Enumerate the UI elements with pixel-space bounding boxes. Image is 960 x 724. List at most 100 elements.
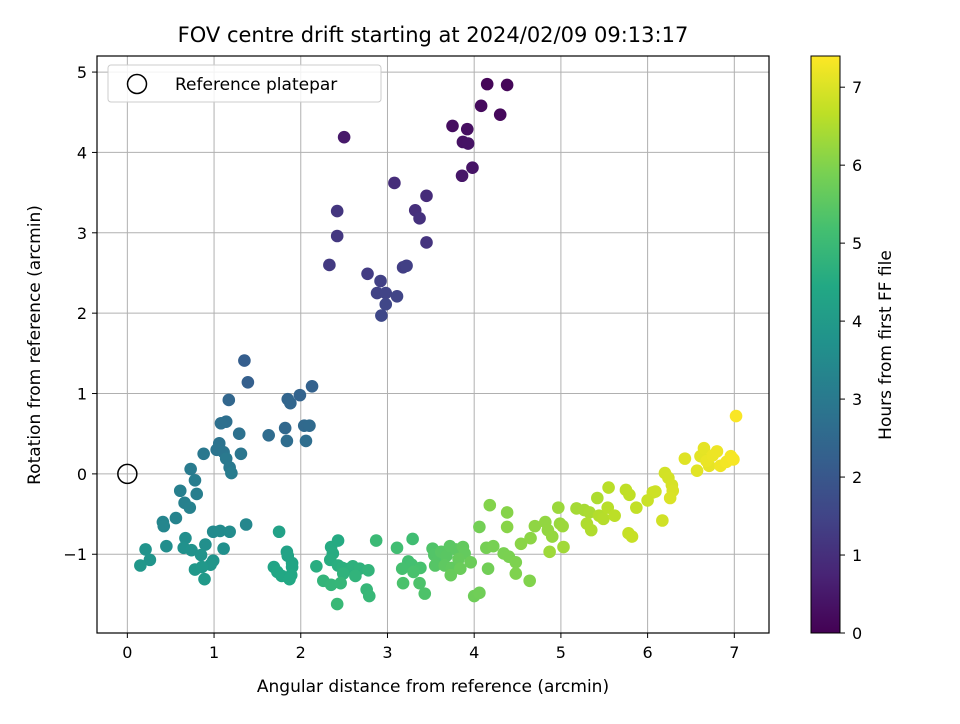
data-point	[195, 560, 209, 574]
data-point	[370, 286, 384, 300]
data-point	[493, 108, 507, 121]
data-point	[324, 578, 338, 592]
data-point	[388, 176, 401, 190]
data-point	[454, 562, 467, 576]
data-point	[583, 506, 596, 519]
data-point	[225, 466, 238, 480]
colorbar-tick-label: 4	[852, 312, 862, 331]
x-tick-label: 0	[122, 643, 132, 662]
data-point	[361, 267, 374, 281]
data-point	[283, 572, 296, 586]
data-point	[608, 509, 621, 522]
data-point	[390, 541, 404, 555]
data-point	[305, 379, 319, 393]
data-point	[369, 534, 383, 547]
data-point	[234, 447, 248, 461]
data-point	[194, 548, 208, 562]
data-point	[509, 567, 523, 580]
data-point	[179, 531, 192, 545]
data-point	[500, 506, 514, 519]
data-point	[374, 274, 387, 288]
data-point	[143, 553, 157, 567]
legend-box	[107, 64, 382, 103]
y-axis-label: Rotation from reference (arcmin)	[25, 205, 45, 485]
data-point	[395, 562, 409, 576]
colorbar-tick-label: 0	[852, 624, 862, 643]
data-point	[514, 537, 528, 551]
data-point	[239, 518, 253, 531]
legend: Reference platepar	[107, 64, 382, 103]
data-point	[337, 130, 351, 144]
y-tick-label: 0	[77, 465, 87, 484]
data-point	[428, 559, 442, 572]
data-point	[198, 572, 211, 586]
data-point	[630, 501, 643, 514]
data-point	[625, 530, 639, 543]
colorbar-ticks: 0 1 2 3 4 5 6 7	[840, 78, 862, 643]
data-point	[217, 542, 230, 555]
data-point	[452, 552, 465, 566]
data-point	[420, 236, 433, 249]
colorbar-tick-label: 3	[852, 390, 862, 409]
data-point	[157, 519, 171, 533]
data-point	[556, 519, 569, 533]
data-point	[474, 99, 488, 113]
data-point	[134, 559, 147, 572]
data-point	[528, 519, 542, 533]
data-point	[623, 488, 636, 502]
y-tick-label: 4	[77, 143, 87, 162]
data-point	[169, 511, 183, 525]
data-point	[486, 539, 500, 553]
y-axis: −1 0 1 2 3 4 5	[63, 63, 97, 564]
data-point	[299, 434, 313, 448]
data-point	[390, 289, 404, 303]
data-point	[280, 434, 294, 448]
data-point	[524, 531, 537, 545]
colorbar-tick-label: 2	[852, 468, 862, 487]
legend-marker-reference	[126, 73, 148, 95]
data-point	[444, 568, 458, 582]
grid-lines	[97, 56, 769, 633]
y-tick-label: 5	[77, 63, 87, 82]
data-point	[481, 562, 495, 576]
data-point	[379, 298, 393, 311]
x-tick-label: 1	[209, 643, 219, 662]
data-point	[330, 597, 344, 611]
legend-entry-reference: Reference platepar	[175, 75, 337, 95]
data-point	[213, 524, 227, 538]
colorbar: 0 1 2 3 4 5 6 7 Hours from first FF file	[810, 55, 896, 643]
data-point	[464, 555, 478, 569]
data-point	[483, 498, 497, 512]
data-point	[238, 354, 251, 367]
data-point	[407, 565, 420, 579]
data-point	[460, 122, 474, 136]
colorbar-tick-label: 6	[852, 156, 862, 175]
data-point	[400, 259, 413, 273]
y-tick-label: −1	[63, 545, 87, 564]
plot-area-frame	[96, 55, 770, 634]
data-point	[406, 532, 419, 546]
data-point	[184, 462, 197, 476]
data-point	[727, 453, 740, 466]
data-point	[480, 77, 494, 91]
data-point	[418, 587, 432, 600]
data-point	[420, 189, 433, 203]
data-point	[557, 540, 570, 554]
data-point	[197, 447, 210, 461]
data-point	[310, 559, 323, 573]
data-point	[663, 491, 677, 505]
data-point	[396, 576, 410, 590]
data-point	[139, 543, 152, 556]
data-point	[379, 286, 393, 300]
data-point	[278, 421, 292, 435]
data-point	[241, 375, 255, 389]
data-point	[455, 169, 469, 183]
data-point	[349, 569, 362, 583]
data-point	[262, 429, 275, 442]
data-point	[690, 464, 704, 477]
x-tick-label: 3	[382, 643, 392, 662]
data-point	[303, 419, 316, 432]
data-point	[272, 525, 286, 539]
data-point	[222, 393, 236, 407]
data-point	[362, 564, 375, 577]
